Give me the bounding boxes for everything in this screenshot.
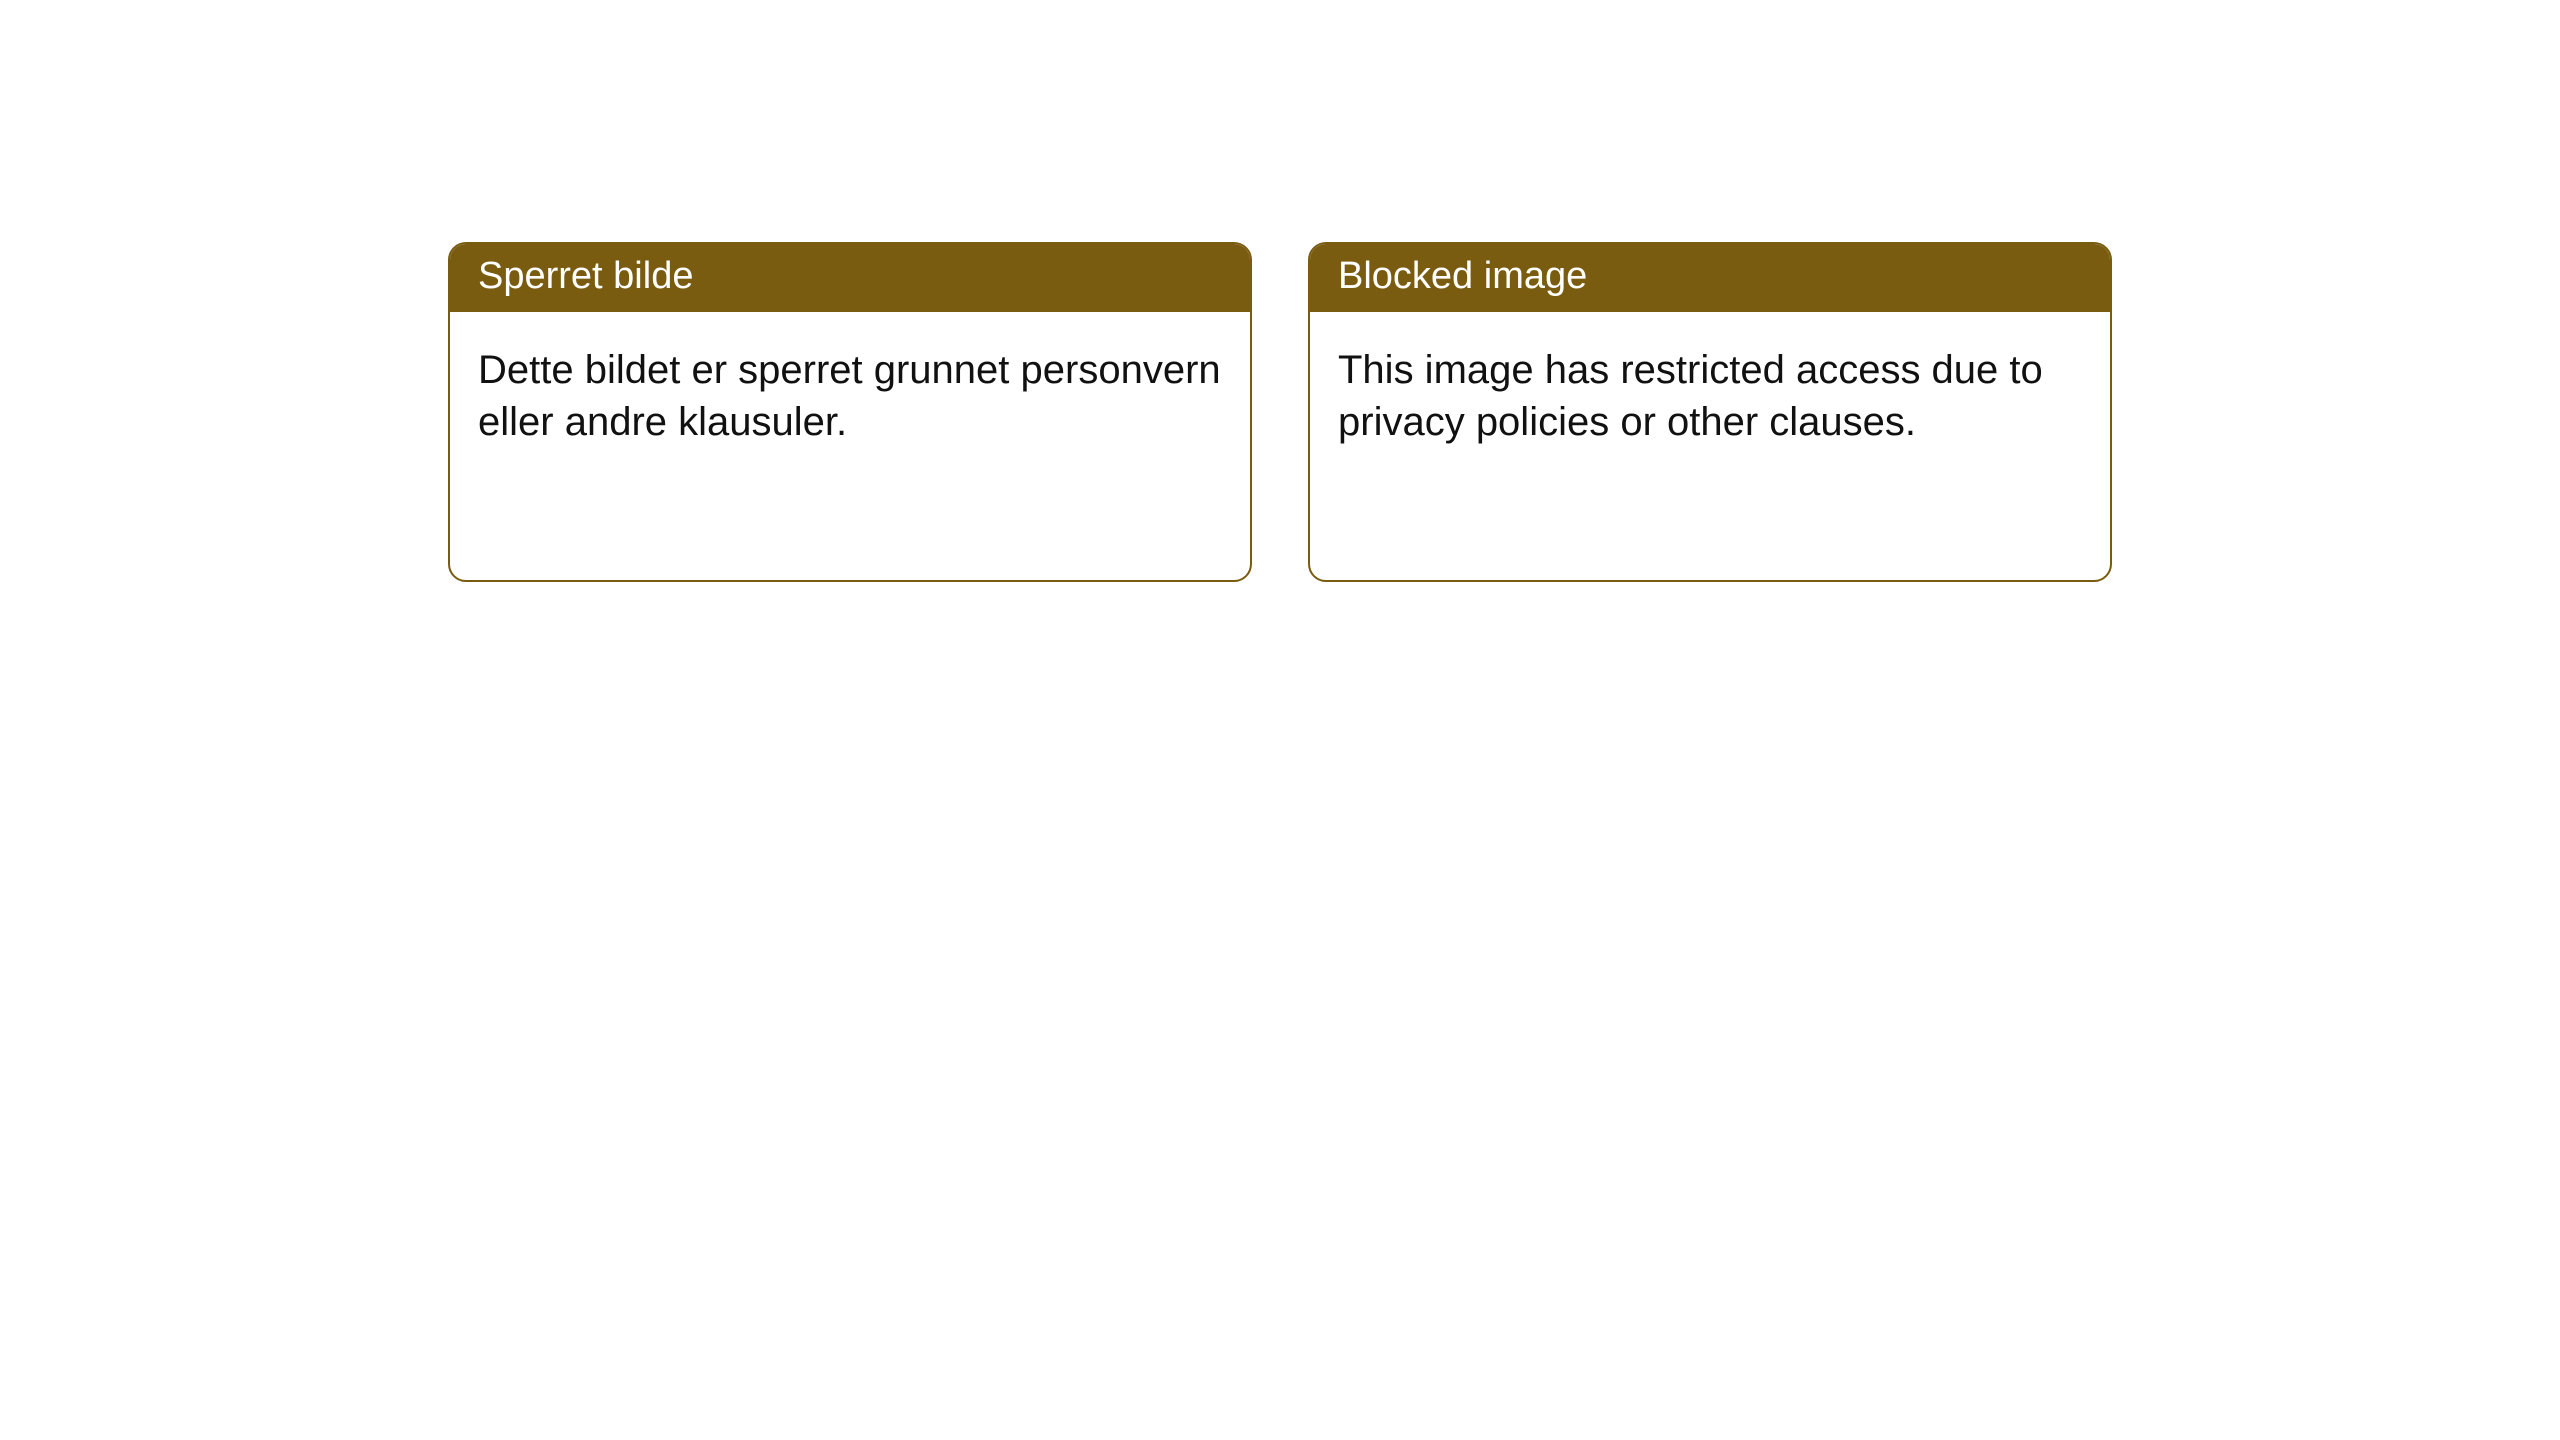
notice-header: Sperret bilde [450, 244, 1250, 312]
notice-container: Sperret bilde Dette bildet er sperret gr… [0, 0, 2560, 582]
notice-card-norwegian: Sperret bilde Dette bildet er sperret gr… [448, 242, 1252, 582]
notice-header: Blocked image [1310, 244, 2110, 312]
notice-card-english: Blocked image This image has restricted … [1308, 242, 2112, 582]
notice-body: Dette bildet er sperret grunnet personve… [450, 312, 1250, 580]
notice-body: This image has restricted access due to … [1310, 312, 2110, 580]
